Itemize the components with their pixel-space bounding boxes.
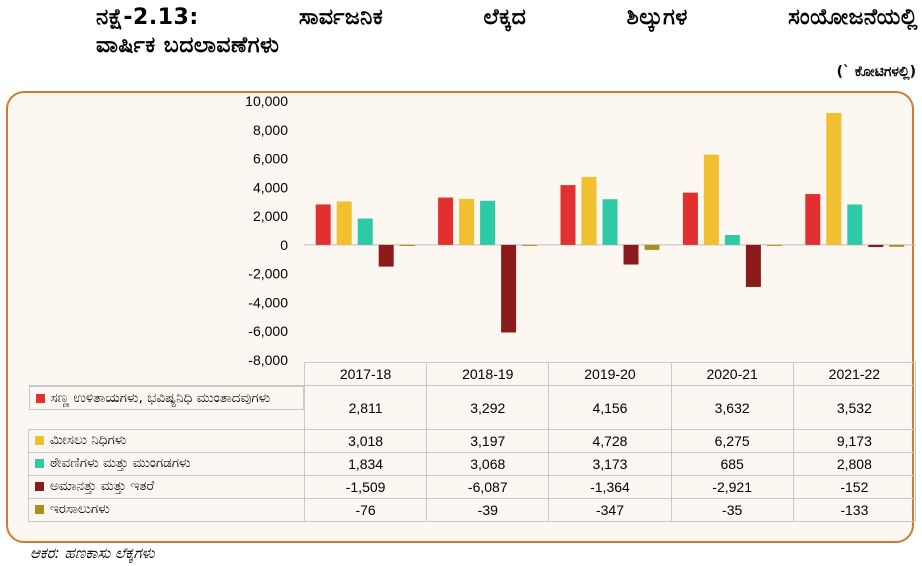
table-cell: 3,018 — [303, 429, 428, 453]
table-cell: 2,811 — [303, 385, 428, 430]
y-tick-label: 10,000 — [245, 93, 288, 109]
y-tick-label: -4,000 — [248, 294, 288, 310]
series-name: ಮೀಸಲು ನಿಧಿಗಳು — [50, 432, 127, 449]
y-tick-label: 2,000 — [253, 208, 288, 224]
table-header-row: 2017-18 2018-19 2019-20 2020-21 2021-22 — [28, 362, 917, 386]
year-header: 2019-20 — [548, 362, 672, 386]
source-note: ಆಕರ: ಹಣಕಾಸು ಲೆಕ್ಕಗಳು — [30, 544, 155, 562]
y-axis: 10,000 8,000 6,000 4,000 2,000 0 -2,000 -4,000 -… — [245, 93, 916, 368]
y-tick-label: 4,000 — [253, 179, 288, 195]
legend-swatch — [35, 393, 45, 403]
y-tick-label: -2,000 — [248, 266, 288, 282]
y-tick-label: -6,000 — [248, 323, 288, 339]
table-row: ಇರಸಾಲುಗಳು -76 -39 -347 -35 -133 — [28, 498, 917, 522]
bar — [378, 244, 394, 267]
table-cell: 3,632 — [670, 385, 794, 430]
series-legend-label: ಮೀಸಲು ನಿಧಿಗಳು — [28, 429, 305, 453]
bar — [459, 198, 475, 245]
data-table: 2017-18 2018-19 2019-20 2020-21 2021-22 … — [28, 362, 917, 522]
table-cell: -1,364 — [548, 475, 672, 499]
table-cell: 3,197 — [426, 429, 550, 453]
legend-swatch — [35, 482, 44, 492]
bar — [522, 244, 538, 246]
bar — [724, 235, 740, 245]
table-cell: 1,834 — [303, 452, 428, 476]
bar — [682, 192, 698, 245]
series-name: ಇರಸಾಲುಗಳು — [50, 501, 110, 518]
series-legend-label: ಇರಸಾಲುಗಳು — [28, 498, 305, 522]
bar — [438, 197, 454, 245]
bar — [868, 244, 884, 248]
table-cell: 685 — [670, 452, 794, 476]
legend-swatch — [35, 436, 44, 446]
y-tick-label: 6,000 — [253, 151, 288, 167]
table-corner — [28, 362, 305, 386]
bar — [745, 244, 761, 287]
series-name: ಸಣ್ಣ ಉಳಿತಾಯಗಳು, ಭವಿಷ್ಯನಿಧಿ ಮುಂತಾದವುಗಳು — [50, 389, 271, 406]
series-name: ಅಮಾನತ್ತು ಮತ್ತು ಇತರೆ — [50, 478, 155, 495]
chart-title-line-2: ವಾರ್ಷಿಕ ಬದಲಾವಣೆಗಳು — [96, 33, 280, 58]
table-cell: 4,156 — [548, 385, 672, 430]
table-cell: 3,068 — [426, 452, 550, 476]
table-cell: 2,808 — [792, 452, 917, 476]
table-row: ಅಮಾನತ್ತು ಮತ್ತು ಇತರೆ -1,509 -6,087 -1,364 -2,… — [28, 475, 917, 499]
table-cell: -1,509 — [303, 475, 428, 499]
table-cell: -2,921 — [670, 475, 794, 499]
legend-swatch — [35, 459, 44, 469]
bar — [581, 176, 597, 245]
bar — [623, 244, 639, 265]
bar — [826, 112, 842, 245]
table-row: ಸಣ್ಣ ಉಳಿತಾಯಗಳು, ಭವಿಷ್ಯನಿಧಿ ಮುಂತಾದವುಗಳು 2,… — [28, 385, 917, 430]
table-cell: 6,275 — [670, 429, 794, 453]
table-cell: 3,532 — [792, 385, 917, 430]
table-cell: -6,087 — [426, 475, 550, 499]
bar — [847, 204, 863, 245]
table-cell: -35 — [670, 498, 794, 522]
table-cell: -152 — [792, 475, 917, 499]
bar — [560, 185, 576, 245]
y-tick-label: 8,000 — [253, 122, 288, 138]
table-row: ಠೇವಣಿಗಳು ಮತ್ತು ಮುಂಗಡಗಳು 1,834 3,068 3,173 68… — [28, 452, 917, 476]
table-cell: 3,292 — [426, 385, 550, 430]
bar-series — [315, 112, 905, 333]
table-row: ಮೀಸಲು ನಿಧಿಗಳು 3,018 3,197 4,728 6,275 9,173 — [28, 429, 917, 453]
table-cell: -76 — [303, 498, 428, 522]
year-header: 2020-21 — [670, 362, 794, 386]
bar — [399, 244, 415, 246]
bar — [889, 244, 905, 247]
bar — [602, 199, 618, 245]
bar — [644, 244, 660, 250]
table-cell: -347 — [548, 498, 672, 522]
table-cell: 9,173 — [792, 429, 917, 453]
year-header: 2021-22 — [792, 362, 917, 386]
bar — [805, 194, 821, 245]
chart-title-line-1: ನಕ್ಷೆ-2.13: ಸಾರ್ವಜನಿಕ ಲೆಕ್ಕದ ಶಿಲ್ಕುಗಳ ಸಂ… — [96, 5, 918, 30]
series-legend-label: ಸಣ್ಣ ಉಳಿತಾಯಗಳು, ಭವಿಷ್ಯನಿಧಿ ಮುಂತಾದವುಗಳು — [28, 386, 304, 410]
bar — [336, 201, 352, 245]
bar — [766, 244, 782, 246]
year-header: 2018-19 — [426, 362, 550, 386]
bar — [315, 204, 331, 245]
y-tick-label: 0 — [280, 237, 288, 253]
table-cell: -39 — [426, 498, 550, 522]
table-cell: 4,728 — [548, 429, 672, 453]
table-cell: -133 — [792, 498, 917, 522]
series-legend-label: ಅಮಾನತ್ತು ಮತ್ತು ಇತರೆ — [28, 475, 305, 499]
series-name: ಠೇವಣಿಗಳು ಮತ್ತು ಮುಂಗಡಗಳು — [50, 455, 191, 472]
table-cell: 3,173 — [548, 452, 672, 476]
legend-swatch — [35, 505, 44, 515]
bar — [501, 244, 517, 333]
bar — [480, 200, 496, 245]
series-legend-label: ಠೇವಣಿಗಳು ಮತ್ತು ಮುಂಗಡಗಳು — [28, 452, 305, 476]
year-header: 2017-18 — [303, 362, 428, 386]
chart-title: ನಕ್ಷೆ-2.13: ಸಾರ್ವಜನಿಕ ಲೆಕ್ಕದ ಶಿಲ್ಕುಗಳ ಸಂ… — [96, 4, 918, 60]
bar — [357, 218, 373, 245]
unit-label: (` ಕೋಟಿಗಳಲ್ಲಿ) — [836, 64, 916, 80]
bar — [703, 154, 719, 245]
